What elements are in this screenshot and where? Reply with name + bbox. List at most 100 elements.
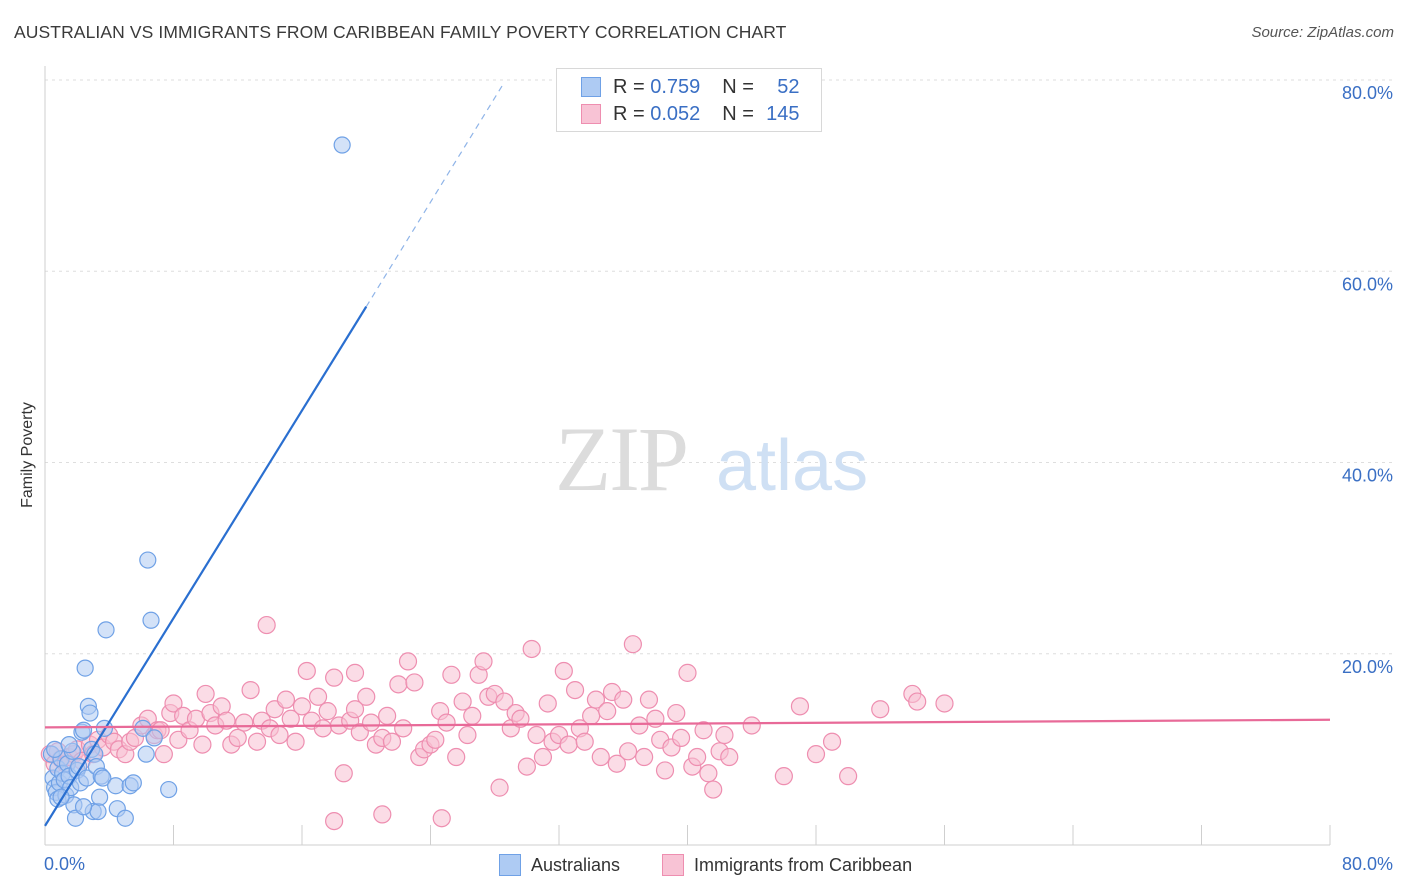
- caribbean-point: [394, 719, 413, 738]
- australian-point: [160, 780, 178, 799]
- caribbean-point: [345, 663, 365, 682]
- australian-point: [145, 729, 163, 747]
- legend-row-australians: R = 0.759 N = 52: [581, 75, 800, 99]
- caribbean-point: [871, 700, 890, 719]
- caribbean-point: [313, 719, 332, 738]
- legend-swatch-pink: [581, 104, 601, 124]
- caribbean-point: [405, 673, 424, 692]
- tick-labels: 20.0% 40.0% 60.0% 80.0% 0.0% 80.0%: [44, 83, 1393, 874]
- caribbean-point: [257, 615, 276, 635]
- australian-point: [116, 809, 134, 827]
- caribbean-point: [458, 725, 477, 745]
- australians-trend-extension: [365, 84, 504, 307]
- legend-r-value: 0.052: [650, 102, 701, 125]
- caribbean-point: [614, 690, 633, 709]
- caribbean-point: [517, 757, 536, 776]
- caribbean-point: [822, 732, 842, 751]
- caribbean-point: [474, 652, 493, 671]
- australian-point: [124, 774, 142, 792]
- caribbean-point: [591, 747, 610, 767]
- trend-lines: [44, 84, 1331, 827]
- caribbean-point: [667, 703, 686, 723]
- grid-lines: [45, 79, 1392, 655]
- bottom-legend-australians[interactable]: Australians: [499, 852, 620, 878]
- caribbean-point: [193, 735, 212, 754]
- caribbean-point: [688, 747, 707, 767]
- australian-point: [89, 802, 107, 821]
- caribbean-point: [598, 702, 617, 721]
- caribbean-point: [325, 668, 344, 687]
- caribbean-point: [839, 767, 858, 786]
- caribbean-point: [426, 730, 445, 749]
- caribbean-point: [308, 687, 328, 706]
- y-tick-label: 80.0%: [1342, 83, 1393, 103]
- bottom-legend-swatch-blue: [499, 854, 521, 876]
- caribbean-point: [908, 692, 927, 711]
- caribbean-point: [694, 721, 713, 740]
- bottom-legend-label: Australians: [531, 854, 621, 875]
- caribbean-point: [559, 735, 578, 754]
- caribbean-point: [720, 747, 739, 767]
- caribbean-point: [538, 694, 557, 713]
- caribbean-point: [247, 732, 267, 751]
- caribbean-point: [490, 778, 509, 797]
- caribbean-point: [432, 809, 451, 828]
- watermark-atlas: atlas: [716, 426, 868, 506]
- y-tick-label: 20.0%: [1342, 657, 1393, 677]
- caribbean-point: [630, 716, 649, 735]
- caribbean-point: [447, 747, 466, 767]
- legend-n-value: 145: [766, 102, 800, 125]
- legend-r-label: R =: [613, 75, 645, 98]
- caribbean-point: [586, 690, 606, 709]
- caribbean-point: [398, 652, 418, 671]
- caribbean-point: [935, 694, 954, 713]
- caribbean-point: [453, 692, 472, 711]
- source-label: Source: ZipAtlas.com: [1251, 24, 1394, 41]
- australian-point: [134, 719, 152, 737]
- australian-point: [97, 621, 115, 639]
- legend-r-label: R =: [613, 102, 645, 125]
- australians-trend-line: [44, 306, 368, 827]
- series-caribbean-points: [40, 615, 954, 831]
- caribbean-point: [276, 690, 296, 709]
- australian-point: [139, 551, 157, 569]
- legend-r-value: 0.759: [650, 75, 701, 98]
- caribbean-point: [373, 805, 392, 824]
- caribbean-point: [655, 761, 675, 780]
- watermark-zip: ZIP: [555, 408, 687, 510]
- bottom-legend-label: Immigrants from Caribbean: [694, 854, 913, 875]
- caribbean-point: [463, 706, 482, 726]
- australian-point: [76, 659, 94, 677]
- caribbean-point: [270, 725, 289, 745]
- caribbean-point: [618, 742, 638, 761]
- series-australians-points: [42, 136, 351, 827]
- caribbean-point: [511, 709, 530, 728]
- caribbean-point: [389, 675, 408, 694]
- y-tick-label: 40.0%: [1342, 466, 1393, 486]
- caribbean-point: [565, 680, 585, 700]
- australian-point: [46, 740, 64, 758]
- legend-swatch-blue: [581, 77, 601, 97]
- caribbean-point: [154, 745, 173, 764]
- bottom-legend-caribbean[interactable]: Immigrants from Caribbean: [662, 852, 912, 878]
- caribbean-point: [639, 690, 659, 709]
- australian-point: [94, 769, 112, 787]
- australian-point: [60, 735, 78, 754]
- legend-n-label: N =: [722, 102, 754, 125]
- caribbean-point: [554, 661, 573, 681]
- australian-point: [74, 798, 93, 816]
- x-tick-label: 0.0%: [44, 854, 85, 874]
- caribbean-point: [361, 713, 381, 732]
- australian-point: [137, 745, 155, 763]
- caribbean-point: [286, 732, 305, 751]
- x-tick-label: 80.0%: [1342, 854, 1393, 874]
- caribbean-point: [806, 745, 826, 764]
- caribbean-point: [345, 700, 365, 719]
- australian-point: [107, 777, 125, 795]
- caribbean-point: [699, 764, 718, 783]
- axes: [44, 66, 1331, 846]
- caribbean-point: [671, 728, 691, 748]
- caribbean-point: [704, 780, 723, 799]
- caribbean-point: [623, 635, 642, 654]
